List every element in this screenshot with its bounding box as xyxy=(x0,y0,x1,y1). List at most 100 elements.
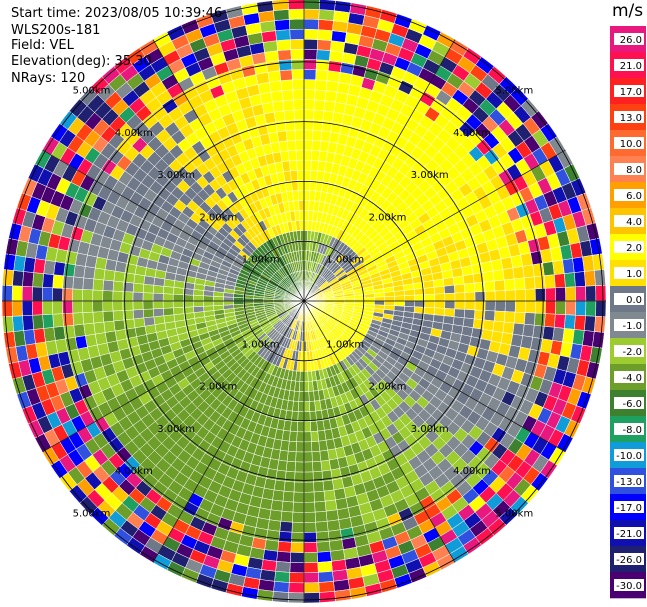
velocity-gate xyxy=(275,561,291,573)
velocity-gate xyxy=(287,0,305,10)
velocity-gate xyxy=(320,459,332,472)
velocity-gate xyxy=(295,441,305,453)
velocity-gate xyxy=(464,300,476,311)
velocity-gate xyxy=(274,571,291,583)
velocity-gate xyxy=(291,69,305,81)
velocity-gate xyxy=(312,460,323,473)
range-label: 5.00km xyxy=(73,86,111,97)
velocity-gate xyxy=(434,300,446,309)
velocity-gate xyxy=(288,572,305,584)
velocity-gate xyxy=(280,510,294,523)
range-label: 3.00km xyxy=(157,424,195,435)
velocity-gate xyxy=(172,300,184,309)
velocity-gate xyxy=(3,253,16,271)
colorbar-tick-bg xyxy=(614,111,644,123)
velocity-gate xyxy=(303,0,321,10)
velocity-gate xyxy=(313,109,325,122)
velocity-gate xyxy=(512,266,525,280)
velocity-gate xyxy=(331,559,347,572)
velocity-gate xyxy=(331,30,347,43)
velocity-gate xyxy=(514,289,526,302)
velocity-gate xyxy=(291,59,305,71)
velocity-gate xyxy=(384,296,395,302)
velocity-gate xyxy=(308,390,315,402)
velocity-gate xyxy=(303,361,308,372)
velocity-gate xyxy=(152,284,165,294)
velocity-gate xyxy=(276,130,288,143)
velocity-gate xyxy=(42,300,53,315)
velocity-gate xyxy=(272,489,285,502)
velocity-gate xyxy=(73,323,86,338)
velocity-gate xyxy=(483,310,496,322)
velocity-gate xyxy=(53,326,66,341)
velocity-gate xyxy=(142,308,155,319)
velocity-gate xyxy=(290,49,305,60)
velocity-gate xyxy=(93,267,106,281)
velocity-gate xyxy=(403,289,415,296)
velocity-gate xyxy=(444,292,456,302)
velocity-gate xyxy=(33,328,46,344)
velocity-gate xyxy=(62,275,74,290)
velocity-gate xyxy=(534,312,546,327)
velocity-gate xyxy=(173,307,185,315)
velocity-gate xyxy=(295,220,301,232)
velocity-gate xyxy=(303,501,316,513)
velocity-gate xyxy=(300,240,305,251)
velocity-gate xyxy=(303,109,315,121)
colorbar-tick-bg xyxy=(614,293,644,305)
velocity-gate xyxy=(1,300,13,318)
velocity-gate xyxy=(315,69,329,81)
elevation-label: Elevation(deg): 35.30 xyxy=(11,54,152,69)
velocity-gate xyxy=(162,293,174,302)
velocity-gate xyxy=(263,111,276,125)
colorbar-tick-bg xyxy=(614,449,644,461)
colorbar-tick-label: 2.0 xyxy=(626,243,642,254)
velocity-gate xyxy=(394,295,405,302)
range-label: 2.00km xyxy=(369,212,407,223)
colorbar-tick-bg xyxy=(614,371,644,383)
velocity-gate xyxy=(454,300,466,310)
velocity-gate xyxy=(424,293,436,302)
range-label: 2.00km xyxy=(369,382,407,393)
velocity-gate xyxy=(314,500,327,513)
velocity-gate xyxy=(315,59,330,71)
velocity-gate xyxy=(585,300,597,317)
velocity-gate xyxy=(267,519,282,532)
colorbar-tick-label: 0.0 xyxy=(626,295,642,306)
velocity-gate xyxy=(317,29,333,41)
velocity-gate xyxy=(325,80,339,93)
velocity-gate xyxy=(303,401,311,412)
colorbar-tick-label: 21.0 xyxy=(620,61,642,72)
velocity-gate xyxy=(493,279,506,292)
velocity-gate xyxy=(282,99,295,112)
velocity-gate xyxy=(314,510,328,523)
velocity-gate xyxy=(524,300,536,314)
velocity-gate xyxy=(162,300,174,309)
velocity-gate xyxy=(21,300,33,317)
velocity-gate xyxy=(21,285,33,302)
velocity-gate xyxy=(270,499,284,512)
start-time-label: Start time: 2023/08/05 10:39:46 xyxy=(11,6,223,21)
velocity-gate xyxy=(290,39,305,50)
velocity-gate xyxy=(269,509,283,522)
velocity-gate xyxy=(278,140,289,153)
velocity-gate xyxy=(213,296,224,302)
velocity-gate xyxy=(32,272,44,288)
velocity-gate xyxy=(82,277,95,291)
velocity-gate xyxy=(294,210,301,222)
velocity-gate xyxy=(63,324,76,340)
colorbar-tick-bg xyxy=(614,59,644,71)
velocity-gate xyxy=(464,291,476,302)
velocity-gate xyxy=(322,110,335,123)
velocity-gate xyxy=(295,451,305,463)
colorbar-tick-label: -1.0 xyxy=(622,321,642,332)
velocity-gate xyxy=(482,319,495,332)
velocity-gate xyxy=(62,288,74,302)
velocity-gate xyxy=(303,371,309,382)
velocity-gate xyxy=(313,99,326,112)
velocity-gate xyxy=(42,273,54,289)
velocity-gate xyxy=(327,60,343,73)
velocity-gate xyxy=(52,287,63,302)
velocity-gate xyxy=(72,276,84,290)
velocity-gate xyxy=(303,69,317,81)
